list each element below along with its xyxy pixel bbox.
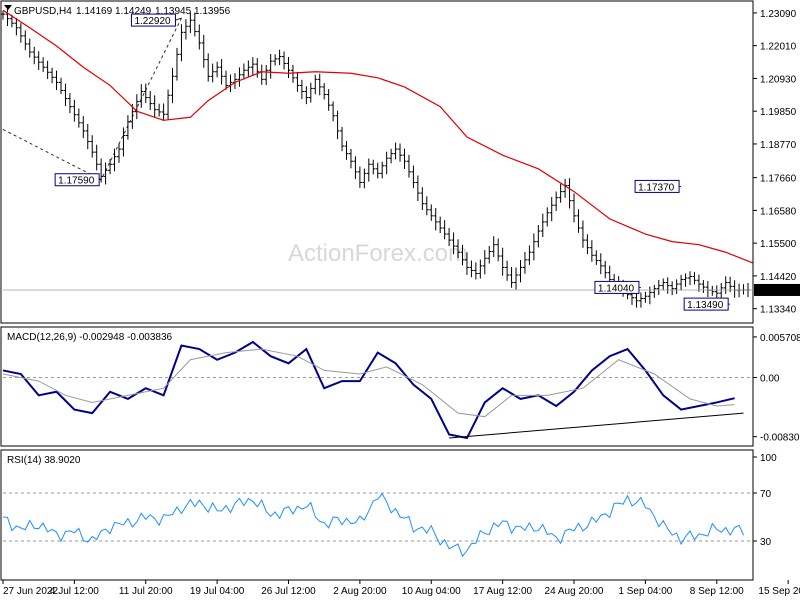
annotation-label: 1.22920 bbox=[134, 16, 171, 27]
annotation-label: 1.17590 bbox=[58, 176, 95, 187]
rsi-y-tick-label: 30 bbox=[760, 537, 772, 548]
rsi-y-tick-label: 70 bbox=[760, 489, 772, 500]
price-y-tick-label: 1.22010 bbox=[760, 42, 797, 53]
rsi-title: RSI(14) 38.9020 bbox=[7, 455, 81, 466]
macd-line bbox=[2, 340, 735, 440]
price-y-tick-label: 1.23090 bbox=[760, 9, 797, 20]
price-content: 1.23090 1.22010 1.20930 1.19850 1.18770 1.176… bbox=[1, 8, 800, 316]
moving-average-line bbox=[2, 9, 753, 264]
macd-panel: MACD(12,26,9) -0.002948 -0.003836 0.0057… bbox=[0, 326, 800, 447]
header-low: 1.13945 bbox=[155, 6, 192, 17]
price-panel: ActionForex.com GBPUSD,H4 1.14169 1.1424… bbox=[0, 0, 800, 324]
price-y-tick-label: 1.14420 bbox=[760, 272, 797, 283]
price-y-tick-label: 1.18770 bbox=[760, 140, 797, 151]
annotation-box bbox=[130, 13, 176, 27]
price-y-tick-label: 1.17660 bbox=[760, 174, 797, 185]
x-tick-label: 1 Sep 04:00 bbox=[618, 586, 672, 597]
x-tick-label: 11 Jul 20:00 bbox=[119, 586, 173, 597]
x-tick-label: 17 Aug 12:00 bbox=[473, 586, 532, 597]
annotation-box bbox=[634, 179, 680, 193]
header-symbol: GBPUSD,H4 bbox=[14, 6, 72, 17]
x-tick-label: 24 Aug 20:00 bbox=[545, 586, 604, 597]
macd-panel-frame bbox=[0, 326, 754, 447]
annotation-leader bbox=[175, 17, 182, 21]
macd-y-tick-label: 0.005708 bbox=[760, 333, 800, 344]
macd-trendline bbox=[449, 412, 744, 439]
macd-y-tick-label: 0.00 bbox=[760, 374, 780, 385]
price-header: GBPUSD,H4 1.14169 1.14249 1.13945 1.1395… bbox=[14, 6, 231, 17]
x-tick-label: 10 Aug 04:00 bbox=[402, 586, 461, 597]
price-y-tick-label: 1.15500 bbox=[760, 239, 797, 250]
price-y-tick-label: 1.19850 bbox=[760, 107, 797, 118]
macd-title: MACD(12,26,9) -0.002948 -0.003836 bbox=[7, 332, 173, 343]
current-price-badge bbox=[754, 283, 800, 296]
rsi-panel: RSI(14) 38.9020 100 70 30 bbox=[0, 449, 777, 581]
annotation-box bbox=[594, 280, 640, 294]
current-price-label: 1.13956 bbox=[758, 286, 795, 297]
annotation-label: 1.14040 bbox=[598, 283, 635, 294]
symbol-arrow-icon bbox=[4, 5, 12, 10]
macd-signal-line bbox=[2, 348, 735, 418]
x-tick-label: 15 Sep 20:00 bbox=[758, 586, 800, 597]
annotation-label: 1.13490 bbox=[687, 300, 724, 311]
header-open: 1.14169 bbox=[76, 6, 113, 17]
x-tick-label: 2 Aug 20:00 bbox=[333, 586, 387, 597]
annotation-box bbox=[54, 173, 100, 187]
annotation-label: 1.17370 bbox=[638, 182, 675, 193]
price-panel-frame bbox=[0, 0, 754, 324]
x-tick-label: 8 Sep 12:00 bbox=[690, 586, 744, 597]
price-y-tick-label: 1.13340 bbox=[760, 305, 797, 316]
x-tick-label: 26 Jul 12:00 bbox=[261, 586, 316, 597]
rsi-y-tick-label: 100 bbox=[760, 453, 777, 464]
header-high: 1.14249 bbox=[115, 6, 152, 17]
rsi-line bbox=[2, 492, 744, 558]
macd-y-tick-label: -0.008308 bbox=[760, 433, 800, 444]
x-tick-label: 27 Jun 2022 bbox=[3, 586, 58, 597]
price-y-tick-label: 1.16580 bbox=[760, 206, 797, 217]
rsi-content: 100 70 30 bbox=[2, 453, 777, 558]
rsi-panel-frame bbox=[0, 449, 754, 581]
annotation-box bbox=[683, 297, 729, 311]
x-tick-label: 19 Jul 04:00 bbox=[190, 586, 245, 597]
x-tick-label: 4 Jul 12:00 bbox=[50, 586, 99, 597]
price-y-tick-label: 1.20930 bbox=[760, 74, 797, 85]
header-close: 1.13956 bbox=[194, 6, 231, 17]
macd-content: 0.005708 0.00 -0.008308 bbox=[2, 333, 800, 444]
watermark: ActionForex.com bbox=[288, 240, 468, 267]
